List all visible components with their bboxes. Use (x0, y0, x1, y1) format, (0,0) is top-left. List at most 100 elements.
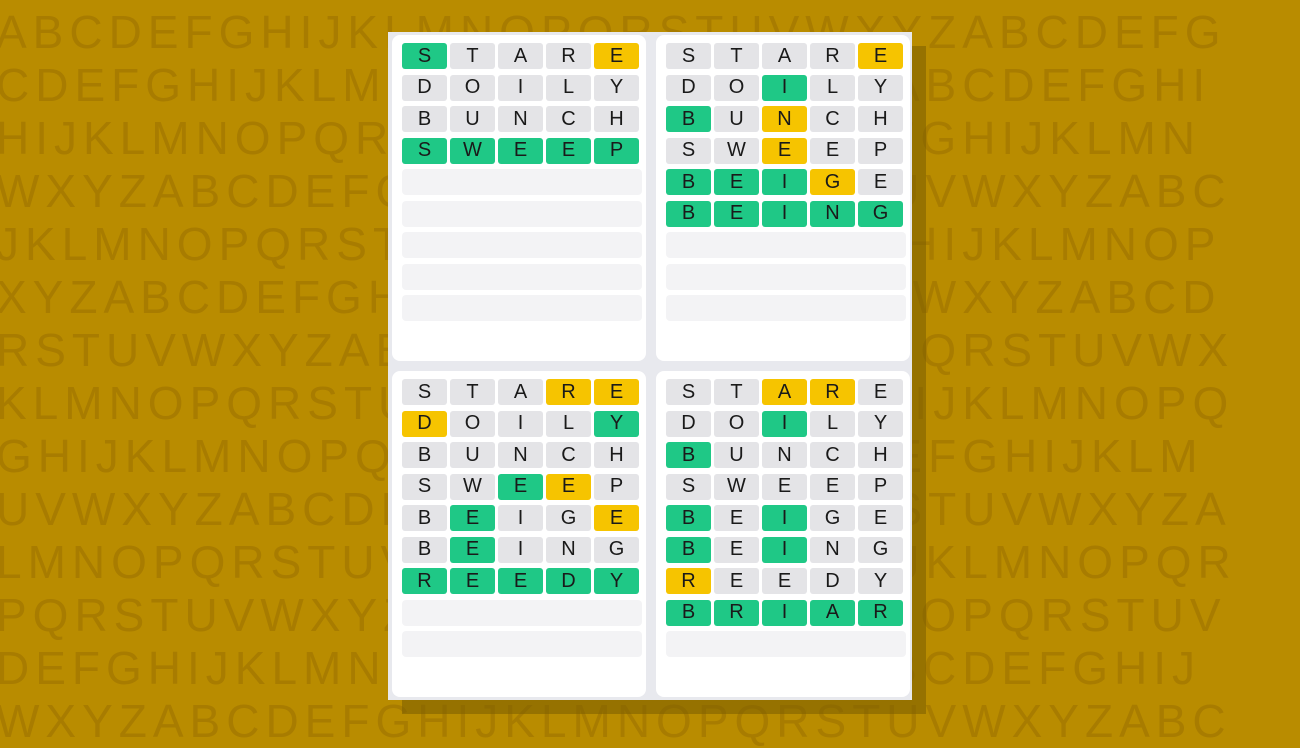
letter-tile-absent: S (666, 379, 711, 405)
letter-tile-absent: W (714, 137, 759, 164)
letter-tile-absent: L (546, 74, 591, 101)
empty-guess-row (402, 295, 642, 321)
empty-guess-row (402, 599, 642, 626)
letter-tile-correct: I (762, 410, 807, 437)
letter-tile-absent: E (762, 568, 807, 594)
letter-tile-absent: L (546, 410, 591, 437)
letter-tile-absent: E (810, 137, 855, 164)
empty-guess-row (402, 200, 642, 227)
letter-tile-correct: B (666, 536, 711, 563)
letter-tile-absent: E (714, 536, 759, 563)
letter-tile-present: E (594, 379, 639, 405)
letter-tile-correct: Y (594, 568, 639, 594)
letter-tile-correct: R (714, 599, 759, 626)
letter-tile-correct: S (402, 137, 447, 164)
letter-tile-absent: O (450, 410, 495, 437)
letter-tile-absent: S (666, 137, 711, 164)
letter-tile-absent: U (714, 442, 759, 468)
letter-tile-absent: C (546, 106, 591, 132)
letter-tile-absent: A (498, 43, 543, 69)
letter-tile-present: R (546, 379, 591, 405)
letter-tile-correct: Y (594, 410, 639, 437)
letter-tile-correct: I (762, 169, 807, 195)
letter-tile-correct: R (402, 568, 447, 594)
letter-tile-absent: H (594, 106, 639, 132)
letter-tile-absent: C (546, 442, 591, 468)
letter-tile-absent: U (450, 106, 495, 132)
letter-tile-absent: E (762, 473, 807, 500)
letter-tile-correct: G (858, 200, 903, 227)
letter-tile-absent: B (402, 505, 447, 531)
letter-tile-absent: T (714, 379, 759, 405)
letter-tile-absent: L (810, 410, 855, 437)
letter-tile-correct: B (666, 169, 711, 195)
letter-tile-correct: E (546, 137, 591, 164)
letter-tile-absent: U (450, 442, 495, 468)
letter-tile-correct: I (762, 74, 807, 101)
letter-tile-correct: P (594, 137, 639, 164)
letter-tile-correct: B (666, 599, 711, 626)
letter-tile-absent: A (498, 379, 543, 405)
letter-tile-absent: H (858, 442, 903, 468)
letter-tile-correct: R (858, 599, 903, 626)
letter-tile-absent: D (810, 568, 855, 594)
empty-guess-row (402, 169, 642, 195)
letter-tile-absent: G (546, 505, 591, 531)
empty-guess-row (666, 631, 906, 657)
letter-tile-absent: E (810, 473, 855, 500)
letter-tile-absent: S (666, 473, 711, 500)
letter-tile-absent: W (450, 473, 495, 500)
letter-tile-present: N (762, 106, 807, 132)
letter-tile-absent: B (402, 442, 447, 468)
letter-tile-absent: P (858, 137, 903, 164)
letter-tile-correct: E (498, 473, 543, 500)
letter-tile-correct: E (498, 568, 543, 594)
letter-tile-present: E (594, 505, 639, 531)
letter-tile-present: A (762, 379, 807, 405)
letter-tile-present: R (810, 379, 855, 405)
letter-tile-absent: H (594, 442, 639, 468)
letter-tile-absent: N (498, 442, 543, 468)
letter-tile-absent: D (402, 74, 447, 101)
letter-tile-absent: S (666, 43, 711, 69)
letter-tile-absent: G (594, 536, 639, 563)
letter-tile-absent: Y (858, 568, 903, 594)
letter-tile-absent: T (714, 43, 759, 69)
letter-tile-absent: O (450, 74, 495, 101)
letter-tile-correct: B (666, 505, 711, 531)
letter-tile-absent: E (858, 169, 903, 195)
letter-tile-absent: N (810, 536, 855, 563)
letter-tile-present: E (546, 473, 591, 500)
letter-tile-absent: H (858, 106, 903, 132)
letter-tile-correct: E (450, 536, 495, 563)
letter-tile-present: E (762, 137, 807, 164)
letter-tile-correct: B (666, 442, 711, 468)
letter-tile-absent: W (714, 473, 759, 500)
letter-tile-correct: W (450, 137, 495, 164)
letter-tile-absent: A (762, 43, 807, 69)
letter-tile-present: G (810, 169, 855, 195)
empty-guess-row (666, 295, 906, 321)
letter-tile-absent: I (498, 505, 543, 531)
letter-tile-absent: D (666, 410, 711, 437)
letter-tile-absent: E (858, 505, 903, 531)
